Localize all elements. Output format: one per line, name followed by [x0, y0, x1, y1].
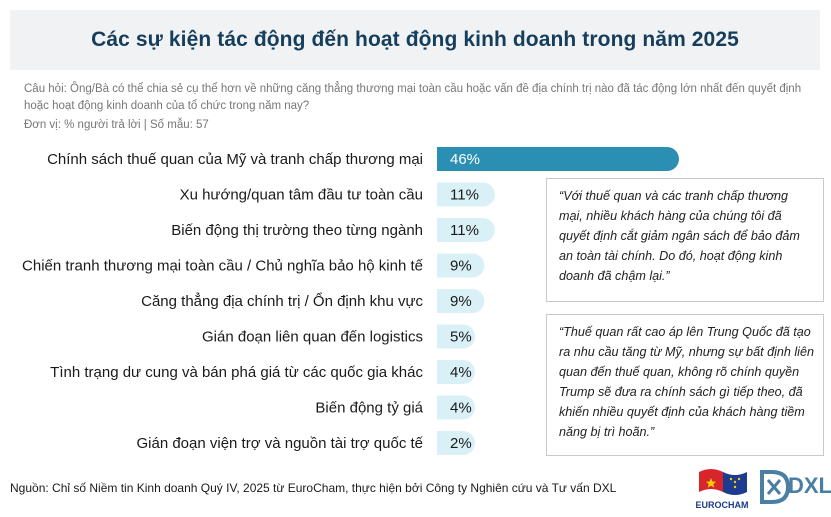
bar-2 [437, 218, 495, 242]
category-label-7: Biến động tỷ giá [315, 400, 423, 417]
category-label-8: Gián đoạn viện trợ và nguồn tài trợ quốc… [136, 435, 423, 452]
bar-left-edge-6 [437, 360, 449, 384]
category-label-1: Xu hướng/quan tâm đầu tư toàn cầu [180, 187, 423, 204]
value-label-0: 46% [450, 151, 480, 168]
category-label-2: Biến động thị trường theo từng ngành [171, 222, 423, 239]
eurocham-logo-text: EUROCHAM [695, 500, 749, 510]
source-note: Nguồn: Chỉ số Niềm tin Kinh doanh Quý IV… [10, 481, 617, 495]
bar-left-edge-3 [437, 253, 449, 278]
survey-question: Câu hỏi: Ông/Bà có thể chia sẻ cụ thể hơ… [24, 83, 802, 112]
value-label-5: 5% [450, 329, 472, 346]
dxl-mark-icon [760, 470, 791, 504]
value-label-8: 2% [450, 435, 472, 452]
value-label-1: 11% [450, 187, 479, 204]
unit-sample-note: Đơn vị: % người trả lời | Số mẫu: 57 [24, 119, 209, 131]
category-label-3: Chiến tranh thương mại toàn cầu / Chủ ng… [22, 258, 424, 275]
bar-left-edge-4 [437, 289, 449, 313]
bar-left-edge-1 [437, 182, 449, 207]
eurocham-flag-icon [699, 469, 747, 495]
category-label-6: Tình trạng dư cung và bán phá giá từ các… [50, 364, 423, 381]
quote-box-1: “Với thuế quan và các tranh chấp thương … [546, 178, 824, 302]
bar-left-edge-8 [437, 431, 449, 455]
dxl-logo: DXL [758, 468, 831, 510]
value-label-3: 9% [450, 258, 472, 275]
bar-1 [437, 182, 495, 207]
bar-0 [437, 147, 679, 171]
eurocham-logo: EUROCHAM [693, 466, 751, 512]
quote-box-2: “Thuế quan rất cao áp lên Trung Quốc đã … [546, 314, 824, 456]
bar-left-edge-2 [437, 218, 449, 242]
bar-left-edge-5 [437, 324, 449, 349]
dxl-logo-text: DXL [788, 473, 831, 498]
title-bar: Các sự kiện tác động đến hoạt động kinh … [10, 10, 820, 70]
value-label-7: 4% [450, 400, 472, 417]
value-label-4: 9% [450, 293, 472, 310]
bar-left-edge-0 [437, 147, 449, 171]
category-label-4: Căng thẳng địa chính trị / Ổn định khu v… [141, 292, 423, 310]
page-title: Các sự kiện tác động đến hoạt động kinh … [91, 28, 739, 51]
value-label-6: 4% [450, 364, 472, 381]
bar-left-edge-7 [437, 395, 449, 420]
category-label-0: Chính sách thuế quan của Mỹ và tranh chấ… [47, 151, 423, 168]
value-label-2: 11% [450, 222, 479, 239]
category-label-5: Gián đoạn liên quan đến logistics [202, 329, 423, 346]
